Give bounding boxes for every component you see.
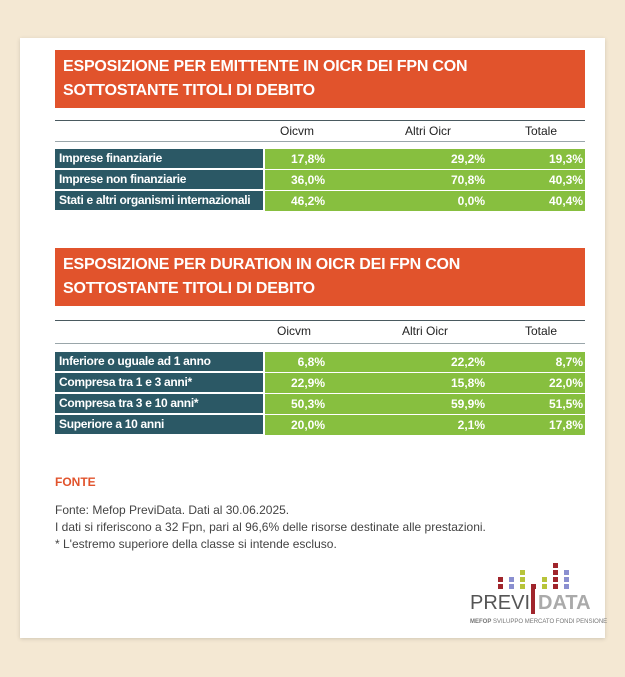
previdata-logo: PREVI DATA MEFOP SVILUPPO MERCATO FONDI … [468,556,607,630]
source-heading: FONTE [55,475,96,489]
table-row: Compresa tra 1 e 3 anni* 22,9% 15,8% 22,… [55,373,585,393]
value-altri-oicr: 22,2% [450,355,485,369]
table1-header: Oicvm Altri Oicr Totale [55,120,585,142]
col-totale: Totale [525,324,558,338]
logo-left-text: PREVI [470,592,531,614]
value-altri-oicr: 2,1% [457,418,485,432]
col-altri-oicr: Altri Oicr [402,324,448,338]
row-label: Stati e altri organismi internazionali [55,191,263,210]
logo-bar-square [520,577,525,582]
value-totale: 17,8% [548,418,583,432]
logo-bar-square [498,577,503,582]
value-altri-oicr: 59,9% [450,397,485,411]
value-oicvm: 20,0% [290,418,325,432]
value-oicvm: 17,8% [290,152,325,166]
logo-bar-square [553,570,558,575]
row-label: Superiore a 10 anni [55,415,263,434]
logo-bar-square [542,577,547,582]
row-values: 6,8% 22,2% 8,7% [265,352,585,372]
table-row: Superiore a 10 anni 20,0% 2,1% 17,8% [55,415,585,435]
value-totale: 22,0% [548,376,583,390]
source-line: Fonte: Mefop PreviData. Dati al 30.06.20… [55,503,290,517]
value-altri-oicr: 15,8% [450,376,485,390]
value-altri-oicr: 70,8% [450,173,485,187]
table-row: Imprese finanziarie 17,8% 29,2% 19,3% [55,149,585,169]
col-oicvm: Oicvm [277,324,311,338]
value-totale: 8,7% [555,355,583,369]
row-label: Inferiore o uguale ad 1 anno [55,352,263,371]
logo-bar-square [542,584,547,589]
logo-bar-square [509,577,514,582]
col-altri-oicr: Altri Oicr [405,124,451,138]
source-line: * L'estremo superiore della classe si in… [55,537,337,551]
value-totale: 40,4% [548,194,583,208]
logo-bar-square [553,577,558,582]
table1-title: ESPOSIZIONE PER EMITTENTE IN OICR DEI FP… [55,50,585,108]
value-altri-oicr: 0,0% [457,194,485,208]
row-values: 20,0% 2,1% 17,8% [265,415,585,435]
row-values: 17,8% 29,2% 19,3% [265,149,585,169]
table-row: Inferiore o uguale ad 1 anno 6,8% 22,2% … [55,352,585,372]
value-oicvm: 22,9% [290,376,325,390]
table-row: Imprese non finanziarie 36,0% 70,8% 40,3… [55,170,585,190]
logo-divider [531,588,535,614]
value-oicvm: 50,3% [290,397,325,411]
logo-bar-square [564,577,569,582]
value-oicvm: 36,0% [290,173,325,187]
logo-bar-square [520,584,525,589]
logo-tagline-brand: MEFOP [470,619,492,625]
value-totale: 40,3% [548,173,583,187]
logo-tagline-text: SVILUPPO MERCATO FONDI PENSIONE [493,619,608,625]
row-label: Compresa tra 3 e 10 anni* [55,394,263,413]
row-values: 50,3% 59,9% 51,5% [265,394,585,414]
row-label: Compresa tra 1 e 3 anni* [55,373,263,392]
table2-header: Oicvm Altri Oicr Totale [55,320,585,344]
value-oicvm: 46,2% [290,194,325,208]
row-label: Imprese non finanziarie [55,170,263,189]
logo-bar-square [564,584,569,589]
logo-bar-square [509,584,514,589]
row-values: 36,0% 70,8% 40,3% [265,170,585,190]
table-row: Compresa tra 3 e 10 anni* 50,3% 59,9% 51… [55,394,585,414]
table2-title: ESPOSIZIONE PER DURATION IN OICR DEI FPN… [55,248,585,306]
logo-bar-square [498,584,503,589]
logo-bar-square [564,570,569,575]
value-altri-oicr: 29,2% [450,152,485,166]
value-totale: 19,3% [548,152,583,166]
logo-bar-square [553,563,558,568]
infographic-card: ESPOSIZIONE PER EMITTENTE IN OICR DEI FP… [20,38,607,638]
row-label: Imprese finanziarie [55,149,263,168]
row-values: 46,2% 0,0% 40,4% [265,191,585,211]
value-oicvm: 6,8% [297,355,325,369]
logo-bars-icon [498,563,569,589]
value-totale: 51,5% [548,397,583,411]
table-row: Stati e altri organismi internazionali 4… [55,191,585,211]
col-oicvm: Oicvm [280,124,314,138]
logo-bar-square [553,584,558,589]
logo-right-text: DATA [538,592,591,614]
col-totale: Totale [525,124,558,138]
logo-tagline: MEFOP SVILUPPO MERCATO FONDI PENSIONE [470,618,607,626]
logo-bar-square [520,570,525,575]
row-values: 22,9% 15,8% 22,0% [265,373,585,393]
source-line: I dati si riferiscono a 32 Fpn, pari al … [55,520,486,534]
logo-bar-square [531,584,536,589]
